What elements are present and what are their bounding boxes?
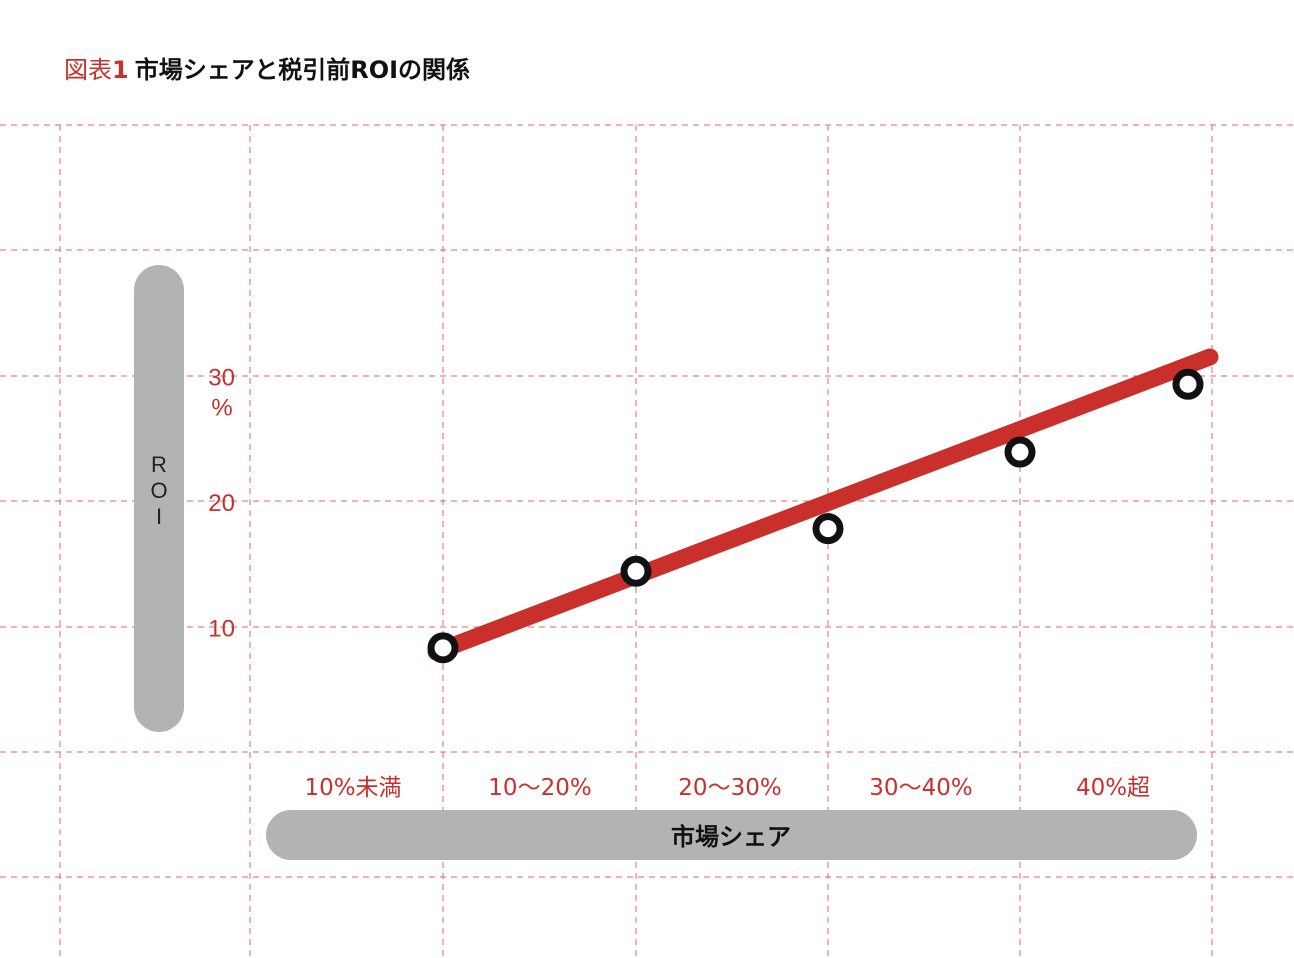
x-tick-label: 10%未満	[304, 775, 401, 801]
data-points	[427, 368, 1204, 664]
y-unit-label: %	[211, 395, 232, 422]
y-tick-label: 30	[208, 365, 235, 392]
data-point	[1172, 368, 1204, 400]
y-axis-pill	[134, 265, 184, 732]
y-tick-labels: 10 20 30%	[208, 365, 235, 643]
figure-label: 図表	[64, 56, 112, 84]
x-tick-labels: 10%未満 10〜20% 20〜30% 30〜40% 40%超	[304, 775, 1150, 801]
y-tick-label: 20	[208, 490, 235, 517]
x-tick-label: 20〜30%	[678, 775, 781, 801]
x-axis-title: 市場シェア	[671, 823, 791, 851]
chart-title: 図表1 市場シェアと税引前ROIの関係	[64, 52, 470, 88]
trend-line	[427, 348, 1219, 661]
x-tick-label: 30〜40%	[869, 775, 972, 801]
data-point	[1004, 436, 1036, 468]
axis-pills: R O I 市場シェア	[134, 265, 1197, 860]
x-tick-label: 40%超	[1076, 775, 1150, 801]
data-point	[812, 513, 844, 545]
trend-line-group	[427, 348, 1219, 661]
data-point	[427, 632, 459, 664]
y-tick-label: 10	[208, 616, 235, 643]
chart-title-text: 市場シェアと税引前ROIの関係	[134, 56, 471, 84]
x-tick-label: 10〜20%	[488, 775, 591, 801]
x-axis-pill	[266, 810, 1197, 860]
figure-number: 1	[112, 56, 129, 84]
data-point	[620, 555, 652, 587]
